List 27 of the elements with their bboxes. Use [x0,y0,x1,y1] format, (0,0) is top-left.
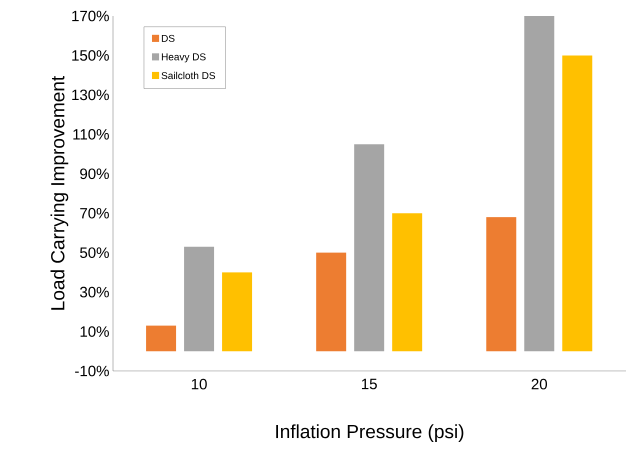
y-tick-label: 70% [80,208,109,219]
y-tick-label: 130% [72,90,109,100]
y-axis-title: Load Carrying Improvement [50,76,68,310]
y-tick-label: 150% [72,50,109,61]
bar [392,213,422,352]
y-tick-label: 90% [80,168,109,180]
bar [222,272,252,352]
x-tick-label: 10 [192,378,207,390]
bar [524,16,554,352]
y-tick-label: 170% [72,10,109,22]
bar [146,326,176,352]
x-tick-label: 20 [532,378,548,390]
bar [316,252,346,352]
bar [486,217,516,352]
y-tick-label: 50% [80,247,109,258]
legend-label: Sailcloth DS [162,72,216,80]
bar [184,246,214,352]
bar [354,144,384,352]
x-tick-label: 15 [362,378,377,390]
x-axis-title: Inflation Pressure (psi) [276,424,464,442]
bar [562,55,592,352]
y-tick-label: -10% [75,366,109,376]
y-tick-label: 110% [73,129,109,140]
y-tick-label: 30% [80,286,109,298]
y-tick-label: 10% [80,326,109,337]
legend-label: DS [162,34,175,42]
legend-label: Heavy DS [162,53,206,62]
